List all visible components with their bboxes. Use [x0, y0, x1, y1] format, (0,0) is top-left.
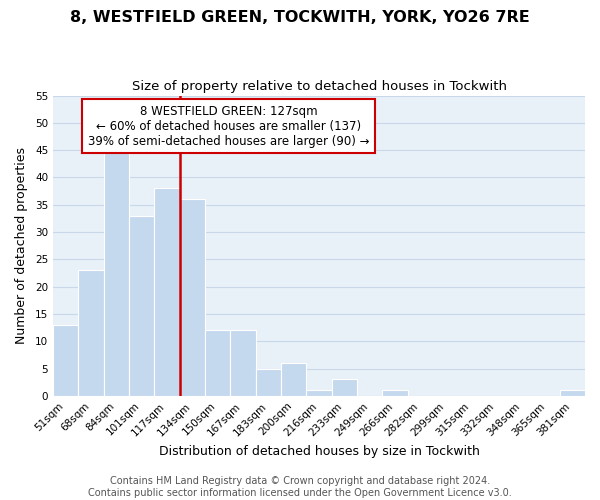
Bar [230, 330, 256, 396]
Text: Contains HM Land Registry data © Crown copyright and database right 2024.
Contai: Contains HM Land Registry data © Crown c… [88, 476, 512, 498]
Bar [382, 390, 407, 396]
Bar [53, 325, 79, 396]
Bar [180, 200, 205, 396]
Bar [104, 150, 129, 396]
Y-axis label: Number of detached properties: Number of detached properties [15, 147, 28, 344]
X-axis label: Distribution of detached houses by size in Tockwith: Distribution of detached houses by size … [158, 444, 479, 458]
Bar [332, 380, 357, 396]
Title: Size of property relative to detached houses in Tockwith: Size of property relative to detached ho… [131, 80, 506, 93]
Bar [560, 390, 585, 396]
Bar [79, 270, 104, 396]
Bar [205, 330, 230, 396]
Bar [307, 390, 332, 396]
Text: 8 WESTFIELD GREEN: 127sqm
← 60% of detached houses are smaller (137)
39% of semi: 8 WESTFIELD GREEN: 127sqm ← 60% of detac… [88, 104, 370, 148]
Bar [154, 188, 180, 396]
Bar [256, 368, 281, 396]
Bar [129, 216, 154, 396]
Bar [281, 363, 307, 396]
Text: 8, WESTFIELD GREEN, TOCKWITH, YORK, YO26 7RE: 8, WESTFIELD GREEN, TOCKWITH, YORK, YO26… [70, 10, 530, 25]
